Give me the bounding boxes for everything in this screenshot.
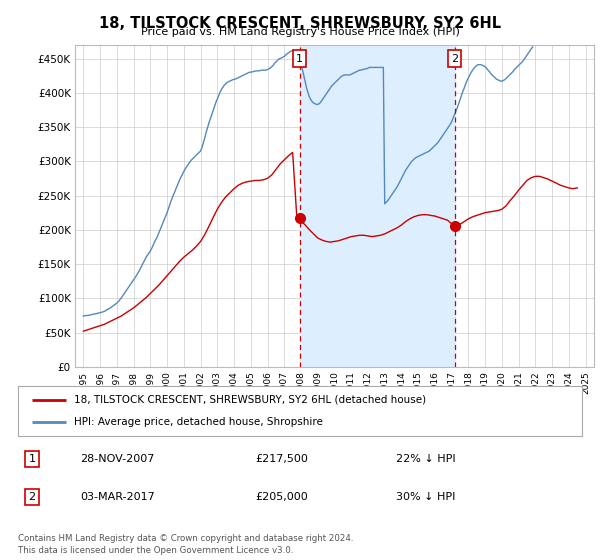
Text: Price paid vs. HM Land Registry's House Price Index (HPI): Price paid vs. HM Land Registry's House … — [140, 27, 460, 37]
Text: 2: 2 — [451, 54, 458, 63]
Text: £217,500: £217,500 — [255, 454, 308, 464]
Text: This data is licensed under the Open Government Licence v3.0.: This data is licensed under the Open Gov… — [18, 546, 293, 555]
Text: HPI: Average price, detached house, Shropshire: HPI: Average price, detached house, Shro… — [74, 417, 323, 427]
Text: 22% ↓ HPI: 22% ↓ HPI — [396, 454, 455, 464]
Text: 28-NOV-2007: 28-NOV-2007 — [80, 454, 154, 464]
Text: 18, TILSTOCK CRESCENT, SHREWSBURY, SY2 6HL: 18, TILSTOCK CRESCENT, SHREWSBURY, SY2 6… — [99, 16, 501, 31]
Text: £205,000: £205,000 — [255, 492, 308, 502]
Bar — [299, 45, 455, 367]
Text: 2: 2 — [29, 492, 35, 502]
Text: 30% ↓ HPI: 30% ↓ HPI — [396, 492, 455, 502]
Text: 03-MAR-2017: 03-MAR-2017 — [80, 492, 155, 502]
Text: Contains HM Land Registry data © Crown copyright and database right 2024.: Contains HM Land Registry data © Crown c… — [18, 534, 353, 543]
Text: 1: 1 — [29, 454, 35, 464]
Text: 18, TILSTOCK CRESCENT, SHREWSBURY, SY2 6HL (detached house): 18, TILSTOCK CRESCENT, SHREWSBURY, SY2 6… — [74, 395, 427, 405]
Text: 1: 1 — [296, 54, 303, 63]
